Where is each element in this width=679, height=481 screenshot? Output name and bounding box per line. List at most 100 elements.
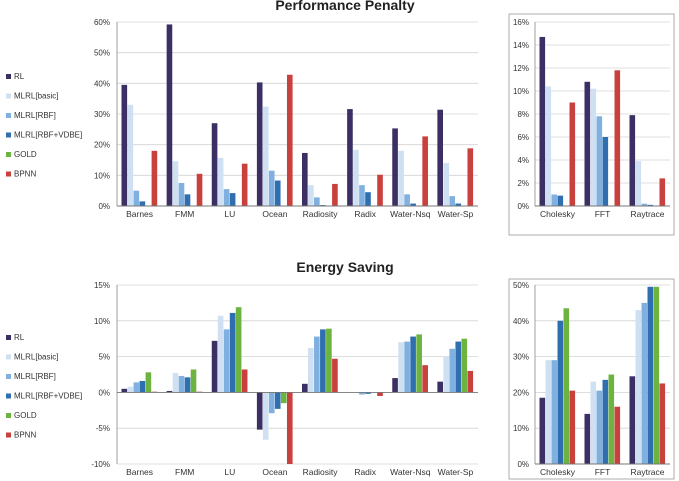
bar-gold-radiosity	[326, 328, 332, 393]
bar-bpnn-lu	[241, 369, 248, 393]
x-category-label: Cholesky	[540, 467, 576, 477]
y-tick-label: 0%	[517, 460, 529, 469]
bar-gold-barnes	[145, 372, 152, 393]
bar-mlrl-rbf-vdbe--lu	[229, 193, 236, 206]
bar-mlrl-rbf-vdbe--water-nsq	[410, 336, 416, 393]
bar-bpnn-radiosity	[332, 183, 338, 206]
bar-bpnn-fmm	[196, 173, 203, 206]
bar-mlrl-rbf--cholesky	[551, 360, 558, 464]
y-tick-label: 30%	[94, 110, 110, 119]
bar-mlrl-rbf-vdbe--raytrace	[647, 286, 654, 464]
y-tick-label: -5%	[96, 424, 110, 433]
y-tick-label: 0%	[98, 388, 110, 397]
legend-swatch	[6, 74, 11, 79]
y-tick-label: -10%	[91, 460, 110, 469]
chart-performance-main: 0% 10% 20% 30% 40% 50% 60% Barnes FMM LU Ocean Radi…	[94, 18, 478, 219]
y-tick-label: 50%	[94, 49, 110, 58]
bar-rl-water-nsq	[392, 378, 398, 393]
bar-mlrl-basic--radiosity	[308, 348, 314, 393]
chart-title-performance-penalty: Performance Penalty	[275, 0, 414, 13]
bar-mlrl-rbf--lu	[223, 189, 230, 206]
x-category-label: Cholesky	[540, 209, 576, 219]
bar-mlrl-basic--barnes	[127, 104, 134, 206]
y-tick-label: 30%	[513, 353, 529, 362]
bar-mlrl-rbf-vdbe--barnes	[139, 201, 146, 206]
bar-mlrl-basic--water-nsq	[398, 342, 404, 393]
bar-bpnn-lu	[241, 163, 248, 206]
bar-mlrl-rbf-vdbe--cholesky	[557, 320, 564, 464]
y-tick-label: 5%	[98, 353, 110, 362]
bar-mlrl-basic--cholesky	[545, 86, 552, 206]
bar-mlrl-basic--water-sp	[443, 356, 450, 393]
bar-mlrl-basic--radix	[353, 149, 359, 206]
bar-mlrl-rbf--radix	[359, 185, 365, 206]
bar-mlrl-rbf-vdbe--fft	[602, 137, 609, 206]
legend-label: RL	[14, 333, 25, 342]
bar-mlrl-basic--fft	[590, 381, 597, 464]
bar-rl-barnes	[121, 388, 128, 393]
bar-rl-ocean	[256, 82, 263, 206]
bar-rl-raytrace	[629, 115, 636, 206]
bar-mlrl-rbf-vdbe--water-sp	[455, 341, 462, 393]
legend-label: MLRL[RBF]	[14, 111, 56, 120]
x-category-label: Barnes	[126, 467, 153, 477]
bar-mlrl-rbf--ocean	[268, 392, 275, 414]
y-tick-label: 40%	[94, 79, 110, 88]
chart-performance-side: 0% 2% 4% 6% 8% 10% 12% 14% 16% Cholesky FFT Raytrac…	[513, 18, 670, 219]
chart-energy-side: 0% 10% 20% 30% 40% 50% Cholesky FFT Raytrace	[513, 281, 670, 477]
y-tick-label: 6%	[517, 133, 529, 142]
bar-mlrl-rbf-vdbe--barnes	[139, 380, 146, 393]
x-category-label: Ocean	[262, 467, 287, 477]
bar-rl-cholesky	[539, 397, 546, 464]
bar-rl-barnes	[121, 84, 128, 206]
y-tick-label: 14%	[513, 41, 529, 50]
bar-mlrl-rbf-vdbe--water-nsq	[410, 203, 416, 206]
bar-gold-raytrace	[653, 286, 660, 464]
bar-bpnn-ocean	[286, 392, 293, 464]
y-tick-label: 16%	[513, 18, 529, 27]
bar-bpnn-cholesky	[569, 390, 576, 464]
y-tick-label: 8%	[517, 110, 529, 119]
side-panel-frame-bottom	[508, 278, 675, 480]
bar-rl-fft	[584, 413, 591, 464]
y-tick-label: 4%	[517, 156, 529, 165]
bar-mlrl-rbf-vdbe--radix	[365, 192, 371, 206]
y-tick-label: 10%	[513, 424, 529, 433]
bar-mlrl-basic--water-sp	[443, 163, 450, 206]
bar-gold-cholesky	[563, 308, 570, 464]
bar-bpnn-cholesky	[569, 102, 576, 206]
x-category-label: FMM	[175, 209, 194, 219]
bar-mlrl-basic--ocean	[262, 106, 269, 206]
y-tick-label: 15%	[94, 281, 110, 290]
bar-gold-fft	[608, 374, 615, 464]
legend-label: MLRL[RBF+VDBE]	[14, 131, 82, 140]
bar-mlrl-rbf-vdbe--water-sp	[455, 203, 462, 206]
legend-swatch	[6, 335, 11, 340]
bar-rl-fmm	[166, 24, 173, 206]
bar-mlrl-rbf-vdbe--radix	[365, 392, 371, 394]
legend-label: GOLD	[14, 150, 37, 159]
bar-mlrl-basic--lu	[217, 157, 224, 206]
bar-mlrl-rbf--barnes	[133, 190, 140, 206]
bar-mlrl-rbf--fmm	[178, 375, 185, 393]
bar-mlrl-rbf--barnes	[133, 382, 140, 393]
bar-rl-fft	[584, 81, 591, 206]
bar-bpnn-barnes	[151, 150, 158, 206]
bar-rl-water-sp	[437, 109, 444, 206]
bar-mlrl-basic--raytrace	[635, 161, 642, 206]
bar-mlrl-basic--ocean	[262, 392, 269, 440]
bar-mlrl-basic--fmm	[172, 161, 179, 206]
bar-mlrl-rbf-vdbe--radiosity	[320, 205, 326, 206]
bar-bpnn-fft	[614, 70, 621, 206]
bar-mlrl-rbf--water-nsq	[404, 194, 410, 206]
bar-mlrl-rbf-vdbe--fft	[602, 379, 609, 464]
bar-gold-lu	[235, 307, 242, 393]
x-category-label: LU	[224, 209, 235, 219]
x-category-label: Water-Sp	[438, 467, 474, 477]
bar-rl-cholesky	[539, 36, 546, 207]
y-tick-label: 10%	[94, 171, 110, 180]
bar-mlrl-basic--radiosity	[308, 185, 314, 206]
bar-bpnn-water-sp	[467, 370, 474, 393]
legend-swatch	[6, 152, 11, 157]
legend-swatch	[6, 93, 11, 99]
